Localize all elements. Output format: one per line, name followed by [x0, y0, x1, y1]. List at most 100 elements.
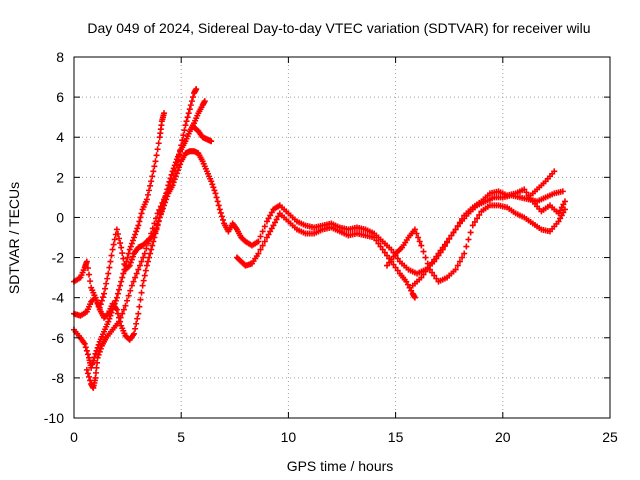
- data-point: [83, 258, 90, 265]
- data-point: [84, 265, 91, 272]
- data-point: [390, 261, 397, 268]
- y-tick-label: -10: [44, 410, 64, 426]
- data-point: [471, 218, 478, 225]
- data-point: [105, 318, 112, 325]
- data-point: [108, 309, 115, 316]
- y-tick-label: -4: [52, 290, 65, 306]
- data-point: [129, 253, 136, 260]
- data-point: [422, 254, 429, 261]
- data-point: [139, 282, 146, 289]
- y-tick-label: 0: [56, 209, 64, 225]
- data-point: [138, 289, 145, 296]
- data-point: [173, 162, 180, 169]
- data-point: [267, 212, 274, 219]
- data-point: [411, 294, 418, 301]
- data-point: [137, 296, 144, 303]
- data-point: [87, 278, 94, 285]
- data-point: [433, 253, 440, 260]
- data-point: [152, 158, 159, 165]
- data-point: [377, 243, 384, 250]
- data-point: [150, 168, 157, 175]
- data-point: [140, 254, 147, 261]
- data-point: [551, 168, 558, 175]
- data-point: [444, 238, 451, 245]
- data-point: [149, 242, 156, 249]
- data-point: [142, 267, 149, 274]
- data-point: [424, 265, 431, 272]
- data-point: [476, 211, 483, 218]
- data-point: [177, 161, 184, 168]
- data-point: [431, 272, 438, 279]
- data-point: [104, 311, 111, 318]
- data-point: [94, 354, 101, 361]
- data-point: [121, 266, 128, 273]
- data-point: [437, 247, 444, 254]
- data-point: [557, 215, 564, 222]
- data-point: [448, 232, 455, 239]
- data-point: [257, 233, 264, 240]
- data-point: [173, 170, 180, 177]
- data-point: [140, 277, 147, 284]
- data-point: [113, 294, 120, 301]
- data-point: [386, 259, 393, 266]
- data-point: [155, 218, 162, 225]
- data-point: [446, 235, 453, 242]
- data-point: [119, 274, 126, 281]
- data-point: [454, 262, 461, 269]
- data-point: [144, 258, 151, 265]
- data-point: [558, 212, 565, 219]
- data-point: [99, 294, 106, 301]
- data-point: [162, 192, 169, 199]
- data-point: [461, 250, 468, 257]
- data-point: [463, 243, 470, 250]
- data-point: [133, 320, 140, 327]
- data-point: [120, 270, 127, 277]
- data-point: [155, 140, 162, 147]
- data-point: [167, 182, 174, 189]
- data-point: [172, 167, 179, 174]
- data-point: [113, 226, 120, 233]
- data-point: [111, 236, 118, 243]
- data-point: [169, 177, 176, 184]
- data-point: [130, 278, 137, 285]
- data-point: [375, 240, 382, 247]
- data-point: [268, 209, 275, 216]
- data-point: [394, 255, 401, 262]
- x-axis-label: GPS time / hours: [287, 458, 394, 474]
- data-point: [135, 266, 142, 273]
- data-point: [267, 228, 274, 235]
- data-point: [182, 122, 189, 129]
- data-point: [151, 220, 158, 227]
- data-point: [186, 106, 193, 113]
- series-track-7: [384, 202, 568, 285]
- plot-frame: [73, 56, 611, 419]
- data-point: [143, 245, 150, 252]
- series-track-5: [191, 124, 215, 145]
- data-point: [102, 285, 109, 292]
- data-point: [136, 218, 143, 225]
- data-point: [94, 344, 101, 351]
- data-point: [134, 225, 141, 232]
- data-point: [147, 250, 154, 257]
- data-point: [435, 250, 442, 257]
- data-point: [422, 268, 429, 275]
- data-point: [132, 325, 139, 332]
- data-point: [156, 214, 163, 221]
- data-point: [90, 357, 97, 364]
- data-point: [114, 230, 121, 237]
- data-point: [81, 340, 88, 347]
- data-point: [420, 271, 427, 278]
- data-point: [129, 237, 136, 244]
- data-point: [174, 157, 181, 164]
- y-tick-label: 8: [56, 49, 64, 65]
- data-point: [93, 347, 100, 354]
- data-point: [208, 178, 215, 185]
- data-point: [154, 210, 161, 217]
- data-point: [211, 187, 218, 194]
- data-point: [116, 318, 123, 325]
- data-point: [187, 102, 194, 109]
- data-point: [418, 242, 425, 249]
- data-point: [144, 191, 151, 198]
- data-point: [259, 242, 266, 249]
